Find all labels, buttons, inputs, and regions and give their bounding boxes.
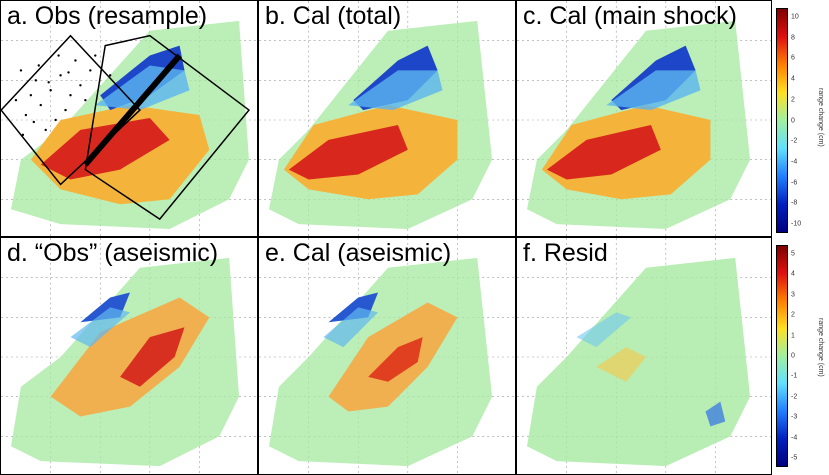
residual-positive-patch (596, 347, 646, 382)
fault-rectangles (1, 34, 251, 221)
panel-e: e. Cal (aseismic) (258, 237, 516, 475)
colorbar-top-tick: -6 (791, 179, 798, 187)
colorbar-top-tick: 6 (791, 54, 795, 62)
deformation-peak (546, 124, 661, 180)
panel-b-map (259, 1, 515, 236)
colorbar-bottom-tick: 5 (791, 250, 795, 258)
colorbar-bottom-label: range change (cm) (817, 318, 824, 377)
panel-e-label: e. Cal (aseismic) (265, 239, 452, 267)
colorbar-top-tick: -4 (791, 158, 798, 166)
panel-a-map (1, 1, 257, 236)
residual-negative-patch (705, 401, 726, 427)
colorbar-bottom-tick: -5 (791, 454, 798, 462)
panel-f-map (517, 238, 771, 474)
colorbar-bottom-tick: -2 (791, 393, 798, 401)
panel-c-label: c. Cal (main shock) (523, 2, 737, 30)
deformation-peak (120, 327, 185, 387)
deformation-negative-fringe (606, 70, 701, 111)
panel-c-map (517, 1, 771, 236)
deformation-negative-fringe (348, 70, 443, 111)
deformation-negative-fringe (95, 65, 190, 111)
colorbar-bottom-tick: 3 (791, 291, 795, 299)
colorbar-top-tick: 2 (791, 96, 795, 104)
colorbar-top-ticks: 10 8 6 4 2 0 -2 -4 -6 -8 -10 (791, 8, 811, 233)
colorbar-bottom-tick: 1 (791, 332, 795, 340)
panel-d-label: d. “Obs” (aseismic) (7, 239, 219, 267)
colorbar-top-tick: -2 (791, 137, 798, 145)
deformation-peak (288, 124, 408, 180)
colorbar-top (776, 8, 788, 233)
colorbar-top-tick: 0 (791, 117, 795, 124)
colorbar-bottom-tick: -1 (791, 372, 798, 380)
aftershock-points (14, 54, 112, 137)
colorbar-bottom-tick: -3 (791, 413, 798, 421)
panel-a: a. Obs (resample) (0, 0, 258, 237)
panel-a-label: a. Obs (resample) (7, 2, 208, 30)
panel-f-label: f. Resid (523, 239, 608, 267)
colorbar-top-label: range change (cm) (817, 88, 824, 147)
deformation-negative-fringe (323, 307, 379, 348)
colorbar-bottom-tick: -4 (791, 434, 798, 442)
deformation-peak (40, 118, 170, 180)
deformation-positive (50, 297, 210, 417)
colorbar-top-tick: -10 (791, 220, 802, 228)
deformation-negative-fringe (70, 307, 130, 348)
colorbar-bottom (776, 245, 788, 467)
deformation-peak (368, 337, 423, 382)
colorbar-bottom-tick: 4 (791, 270, 795, 278)
panel-e-map (259, 238, 515, 474)
panel-f: f. Resid (516, 237, 772, 475)
residual-negative-fringe (576, 312, 632, 348)
panel-d-map (1, 238, 257, 474)
colorbar-top-tick: 8 (791, 34, 795, 42)
panel-b-label: b. Cal (total) (265, 2, 402, 30)
colorbar-bottom-tick: 0 (791, 352, 795, 360)
panel-d: d. “Obs” (aseismic) (0, 237, 258, 475)
colorbar-bottom-tick: 2 (791, 311, 795, 319)
colorbar-top-tick: 4 (791, 75, 795, 83)
fault-trace (83, 53, 182, 167)
panel-b: b. Cal (total) (258, 0, 516, 237)
colorbar-top-tick: -8 (791, 199, 798, 207)
colorbar-bottom-ticks: 5 4 3 2 1 0 -1 -2 -3 -4 -5 (791, 245, 811, 467)
colorbar-top-tick: 10 (791, 13, 799, 21)
panel-c: c. Cal (main shock) (516, 0, 772, 237)
